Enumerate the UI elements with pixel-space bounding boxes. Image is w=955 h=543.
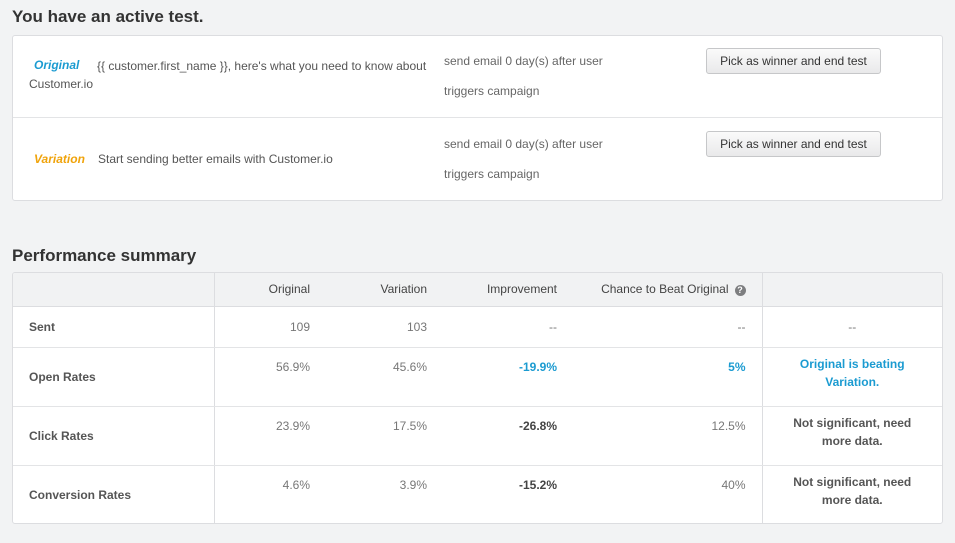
performance-table: Original Variation Improvement Chance to… — [12, 272, 943, 524]
test-row-variation: Variation Start sending better emails wi… — [13, 119, 942, 201]
cell-improvement: -26.8% — [443, 406, 573, 466]
original-subject: {{ customer.first_name }}, here's what y… — [29, 59, 427, 91]
cell-verdict: Not significant, need more data. — [762, 465, 942, 523]
header-chance: Chance to Beat Original? — [573, 273, 763, 307]
cell-improvement: -15.2% — [518, 477, 557, 492]
cell-verdict: Not significant, need more data. — [762, 406, 942, 466]
cell-verdict: Original is beating Variation. — [762, 347, 942, 407]
table-row: Open Rates 56.9% 45.6% -19.9% 5% Origina… — [13, 347, 942, 407]
cell-improvement: -- — [443, 306, 573, 348]
table-header-row: Original Variation Improvement Chance to… — [13, 273, 942, 307]
cell-original: 23.9% — [214, 406, 326, 466]
question-circle-icon[interactable]: ? — [734, 285, 746, 297]
table-row: Sent 109 103 -- -- -- — [13, 306, 942, 348]
cell-chance: 5% — [573, 347, 763, 407]
row-label: Open Rates — [13, 347, 215, 407]
verdict-text: Original is beating Variation. — [799, 356, 905, 389]
cell-variation: 3.9% — [399, 477, 427, 492]
header-chance-label: Chance to Beat Original — [601, 282, 729, 297]
table-row: Click Rates 23.9% 17.5% -26.8% 12.5% Not… — [13, 406, 942, 466]
cell-original: 4.6% — [282, 477, 310, 492]
original-tag: Original — [34, 58, 80, 72]
header-variation: Variation — [326, 273, 443, 307]
header-metric — [13, 273, 215, 307]
cell-variation: 17.5% — [326, 406, 443, 466]
cell-variation: 103 — [326, 306, 443, 348]
cell-variation: 45.6% — [326, 347, 443, 407]
header-original: Original — [214, 273, 326, 307]
header-improvement: Improvement — [443, 273, 573, 307]
cell-original: 109 — [214, 306, 326, 348]
cell-original: 56.9% — [214, 347, 326, 407]
variation-subject: Start sending better emails with Custome… — [98, 152, 333, 166]
row-label: Click Rates — [13, 406, 215, 466]
pick-variation-winner-button[interactable]: Pick as winner and end test — [706, 131, 881, 157]
cell-chance: 40% — [573, 465, 763, 523]
cell-chance: 12.5% — [573, 406, 763, 466]
original-schedule: send email 0 day(s) after user triggers … — [444, 54, 603, 98]
pick-original-winner-button[interactable]: Pick as winner and end test — [706, 48, 881, 74]
verdict-text: Not significant, need more data. — [793, 474, 912, 507]
row-label: Sent — [13, 306, 215, 348]
cell-verdict: -- — [762, 306, 942, 348]
performance-summary-heading: Performance summary — [12, 246, 197, 265]
active-test-heading: You have an active test. — [12, 7, 204, 26]
cell-chance: -- — [573, 306, 763, 348]
variation-tag: Variation — [34, 152, 85, 166]
table-row: Conversion Rates 4.6% 3.9% -15.2% 40% No… — [13, 465, 942, 523]
active-test-card: Original {{ customer.first_name }}, here… — [12, 35, 943, 201]
verdict-text: Not significant, need more data. — [793, 415, 912, 448]
variation-schedule: send email 0 day(s) after user triggers … — [444, 137, 603, 181]
header-verdict — [762, 273, 942, 307]
row-label: Conversion Rates — [13, 465, 215, 523]
test-row-original: Original {{ customer.first_name }}, here… — [13, 36, 942, 118]
cell-improvement: -19.9% — [443, 347, 573, 407]
